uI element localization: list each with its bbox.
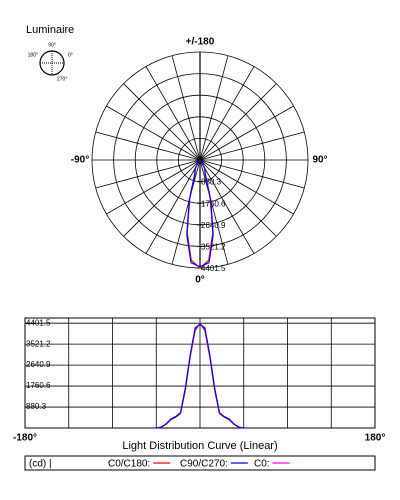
spoke: [199, 55, 229, 161]
angle-label: -90°: [71, 155, 89, 166]
spoke: [199, 159, 277, 237]
chart-title: Light Distribution Curve (Linear): [122, 440, 277, 452]
ring-label: 1760.6: [201, 199, 226, 208]
x-tick-label: -180°: [13, 433, 37, 444]
luminaire-icon: [39, 50, 65, 76]
y-tick-label: 4401.5: [26, 318, 51, 327]
spoke: [106, 105, 201, 161]
icon-label: 90°: [48, 42, 56, 48]
y-tick-label: 1760.6: [26, 381, 51, 390]
ring-label: 2640.9: [201, 221, 226, 230]
luminaire-title: Luminaire: [26, 24, 74, 36]
ring-label: 3521.2: [201, 243, 226, 252]
line-curve: [156, 323, 244, 429]
angle-label: +/-180: [186, 37, 215, 48]
spoke: [106, 159, 201, 215]
angle-label: 90°: [312, 155, 327, 166]
icon-label: 270°: [57, 76, 67, 82]
spoke: [145, 66, 201, 161]
legend-label: C0:: [254, 459, 270, 470]
spoke: [171, 159, 201, 265]
spoke: [95, 131, 201, 161]
spoke: [95, 159, 201, 189]
spoke: [199, 131, 305, 161]
spoke: [145, 159, 201, 254]
spoke: [123, 159, 201, 237]
y-tick-label: 880.3: [26, 402, 47, 411]
spoke: [123, 83, 201, 161]
legend-label: C90/C270:: [180, 459, 228, 470]
spoke: [199, 159, 305, 189]
ring-label: 4401.5: [201, 264, 226, 273]
x-tick-label: 180°: [365, 433, 386, 444]
icon-label: 0°: [68, 52, 73, 58]
icon-label: 180°: [28, 52, 38, 58]
spoke: [199, 159, 255, 254]
spoke: [199, 105, 294, 161]
spoke: [199, 159, 229, 265]
spoke: [199, 83, 277, 161]
y-tick-label: 2640.9: [26, 360, 51, 369]
ring-label: 880.3: [201, 178, 222, 187]
y-tick-label: 3521.2: [26, 339, 51, 348]
spoke: [199, 66, 255, 161]
spoke: [171, 55, 201, 161]
legend-box: [24, 455, 376, 471]
angle-label: 0°: [195, 275, 205, 286]
legend-label: C0/C180:: [108, 459, 150, 470]
unit-label: (cd) |: [29, 459, 52, 470]
spoke: [199, 159, 294, 215]
polar-curve: [186, 160, 214, 268]
